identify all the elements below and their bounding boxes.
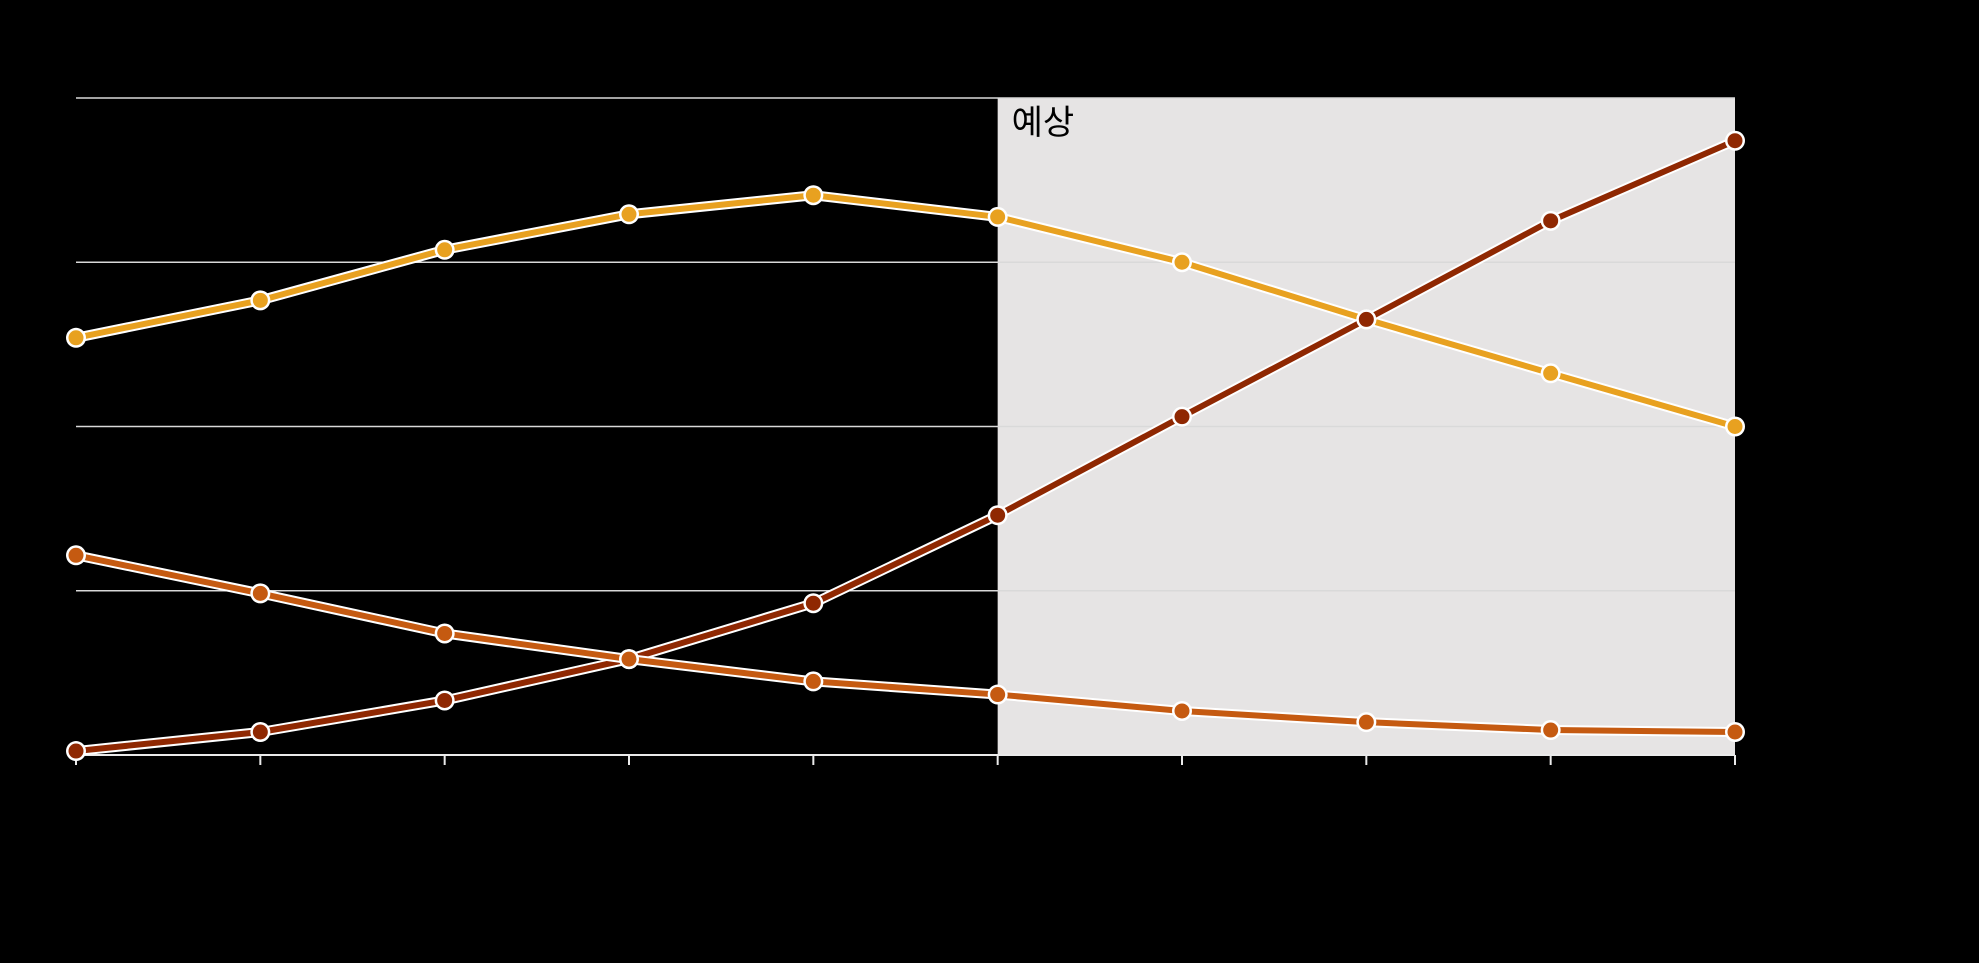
- series-dark-red-line: [73, 137, 1738, 755]
- series-amber-marker: [1174, 254, 1190, 270]
- series-orange-marker: [68, 547, 84, 563]
- series-orange-marker: [805, 673, 821, 689]
- series-amber-marker: [805, 187, 821, 203]
- series-dark-red-marker: [805, 595, 821, 611]
- series-orange-marker: [990, 687, 1006, 703]
- series-dark-red-marker: [1358, 311, 1374, 327]
- series-dark-red-marker: [990, 507, 1006, 523]
- series-orange-marker: [621, 651, 637, 667]
- forecast-label: 예상: [1011, 104, 1075, 142]
- series-dark-red-marker: [437, 692, 453, 708]
- series-amber-marker: [621, 206, 637, 222]
- series-dark-red-marker: [68, 743, 84, 759]
- series-amber-marker: [437, 242, 453, 258]
- series-amber-marker: [1543, 365, 1559, 381]
- series-amber-marker: [68, 330, 84, 346]
- series-orange-marker: [1727, 724, 1743, 740]
- series-amber-marker: [990, 209, 1006, 225]
- series-amber-marker: [1727, 419, 1743, 434]
- series-orange-marker: [1543, 722, 1559, 738]
- series-orange-marker: [1174, 703, 1190, 719]
- series-orange-marker: [1358, 714, 1374, 730]
- series-dark-red-marker: [1174, 409, 1190, 425]
- series-dark-red-marker: [252, 724, 268, 740]
- series-dark-red-marker: [1543, 213, 1559, 229]
- series-amber-marker: [252, 292, 268, 308]
- series-amber-line: [73, 192, 1738, 430]
- series-dark-red-marker: [1727, 133, 1743, 149]
- series-orange-marker: [252, 585, 268, 601]
- series-orange-marker: [437, 625, 453, 641]
- series-orange-line: [73, 552, 1738, 736]
